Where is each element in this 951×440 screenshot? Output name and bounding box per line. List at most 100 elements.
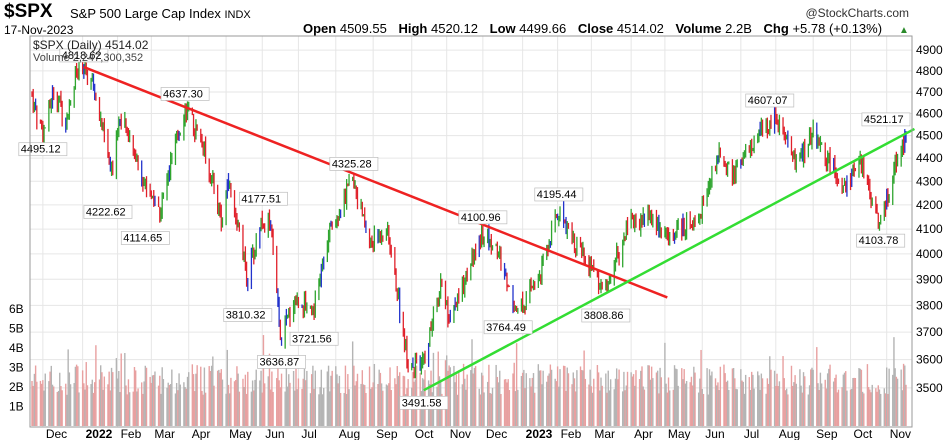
volume-bar [735,388,737,426]
volume-bar [91,379,93,426]
volume-bar [326,371,329,426]
time-tick-label: 2022 [86,427,113,440]
volume-bar [901,390,904,426]
volume-bar [119,392,121,426]
volume-bar [697,392,700,426]
volume-bar [846,390,848,426]
volume-bar [221,379,224,426]
time-tick-label: Oct [415,427,434,440]
volume-bar [179,384,181,426]
volume-bar [269,389,272,426]
volume-bar [445,355,448,426]
volume-bar [525,373,527,426]
volume-bar [302,378,304,426]
volume-bar [115,358,118,426]
volume-bar [470,370,472,426]
volume-bar [820,383,823,426]
volume-bar [160,393,162,426]
volume-bar [497,382,500,426]
volume-bar [506,382,508,426]
volume-bar [284,391,286,426]
plot-frame [29,35,913,428]
volume-bar [95,345,97,426]
volume-bar [184,387,186,426]
volume-bar [699,378,701,426]
volume-bar [151,375,154,426]
volume-bar [74,366,77,426]
time-tick-label: Feb [121,427,142,440]
volume-bar [783,378,785,426]
volume-bar [204,392,207,426]
price-tick-label: 4400 [916,151,943,165]
volume-bar [589,369,591,426]
volume-bar [378,369,380,426]
volume-bar [750,371,753,426]
annotation-box [329,157,379,171]
volume-bar [145,367,148,426]
volume-bar [261,392,263,426]
volume-bar [202,394,204,426]
volume-bar [875,388,877,426]
volume-bar [149,376,151,426]
volume-bar [386,385,389,426]
annotation-box [399,395,449,410]
volume-bar [749,389,752,426]
volume-bar [255,369,257,426]
volume-bar [591,392,594,426]
volume-bar [623,371,625,426]
price-tick-label: 3500 [916,381,943,395]
volume-bar [883,388,886,426]
volume-bar [573,378,576,426]
volume-bar [556,366,559,426]
volume-bar [690,376,693,426]
volume-bar [310,374,313,426]
volume-bar [108,371,110,426]
volume-bar [301,388,303,426]
volume-bar [718,390,720,426]
volume-bar [588,384,590,426]
annotation-label: 3721.56 [292,333,332,345]
volume-bar [84,389,86,426]
volume-bar [77,366,79,426]
volume-bar [532,373,535,426]
volume-bar [169,384,172,426]
volume-bar [303,368,306,426]
volume-bar [649,379,652,426]
volume-bar [802,372,805,426]
volume-bar [800,385,802,426]
volume-bar [640,370,642,426]
volume-bar [658,393,660,426]
volume-bar [61,390,63,426]
volume-bar [790,365,793,426]
volume-tick-label: 1B [9,400,24,414]
volume-bar [702,393,705,426]
volume-bar [177,390,179,426]
volume-bar [877,385,879,426]
volume-tick-label: 4B [9,341,24,355]
price-tick-label: 4300 [916,174,943,188]
volume-bar [622,391,624,426]
time-tick-label: Sep [816,427,838,440]
volume-bar [546,381,548,426]
volume-bar [593,378,595,426]
volume-bar [327,365,330,426]
annotation-label: 4637.30 [163,88,203,100]
volume-bar [238,391,241,426]
volume-bar [760,373,763,426]
volume-bar [112,372,114,426]
time-tick-label: May [229,427,252,440]
annotation-label: 4325.28 [332,158,372,170]
volume-bar [321,394,324,426]
volume-bar [153,375,155,426]
volume-bar [835,374,837,426]
volume-bar [902,363,905,426]
volume-bar [253,390,255,426]
volume-bar [208,366,210,426]
volume-bar [676,369,678,426]
volume-bar [665,383,667,426]
volume-bar [279,387,282,426]
volume-bar [643,389,646,426]
volume-bar [635,370,637,426]
volume-bar [244,374,247,426]
volume-bar [353,365,355,426]
